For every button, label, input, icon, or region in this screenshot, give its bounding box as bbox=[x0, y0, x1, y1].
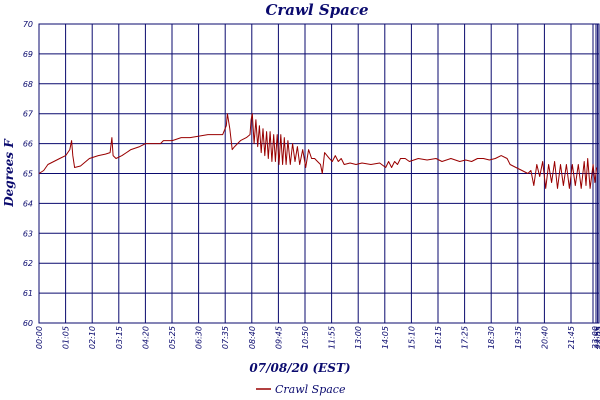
y-tick-label: 65 bbox=[23, 170, 33, 179]
x-tick-label: 23:05 bbox=[595, 326, 600, 349]
x-tick-label: 08:40 bbox=[248, 326, 257, 349]
x-tick-label: 19:35 bbox=[514, 326, 523, 349]
x-tick-label: 03:15 bbox=[115, 326, 124, 349]
x-tick-label: 09:45 bbox=[274, 326, 283, 349]
y-tick-label: 63 bbox=[23, 229, 33, 238]
x-axis-label: 07/08/20 (EST) bbox=[249, 361, 350, 375]
y-tick-label: 66 bbox=[23, 140, 33, 149]
y-gridlines bbox=[39, 23, 599, 324]
y-tick-labels: 60 61 62 63 64 65 66 67 68 69 70 bbox=[23, 20, 34, 328]
x-tick-label: 00:00 bbox=[35, 326, 44, 349]
y-tick-label: 64 bbox=[23, 199, 33, 208]
series-line-crawl-space bbox=[38, 113, 598, 189]
y-tick-label: 61 bbox=[23, 289, 33, 298]
x-tick-label: 22:55 bbox=[594, 326, 600, 349]
y-axis-label: Degrees F bbox=[2, 138, 16, 208]
x-tick-label: 11:55 bbox=[328, 326, 337, 349]
x-tick-label: 18:30 bbox=[487, 326, 496, 349]
x-tick-label: 21:45 bbox=[567, 326, 576, 349]
x-tick-label: 10:50 bbox=[301, 326, 310, 349]
x-tick-label: 04:20 bbox=[141, 326, 150, 349]
y-tick-label: 68 bbox=[23, 80, 33, 89]
x-tick-label: 06:30 bbox=[195, 326, 204, 349]
legend-label: Crawl Space bbox=[275, 383, 346, 396]
x-tick-labels: 00:00 01:05 02:10 03:15 04:20 05:25 06:30 07:35… bbox=[35, 326, 600, 349]
y-tick-label: 67 bbox=[23, 110, 34, 119]
x-tick-label: 13:00 bbox=[354, 326, 363, 349]
legend: Crawl Space bbox=[256, 383, 346, 396]
y-tick-label: 60 bbox=[23, 319, 33, 328]
chart-title: Crawl Space bbox=[265, 1, 368, 19]
y-tick-label: 62 bbox=[23, 259, 33, 268]
x-tick-label: 15:10 bbox=[407, 326, 416, 349]
y-tick-label: 69 bbox=[23, 50, 33, 59]
x-tick-label: 05:25 bbox=[168, 326, 177, 349]
y-tick-label: 70 bbox=[23, 20, 33, 29]
x-tick-label: 16:15 bbox=[434, 326, 443, 349]
x-tick-label: 14:05 bbox=[381, 326, 390, 349]
series-group bbox=[38, 113, 598, 189]
x-tick-label: 07:35 bbox=[221, 326, 230, 349]
x-tick-label: 20:40 bbox=[540, 326, 549, 349]
x-tick-label: 01:05 bbox=[62, 326, 71, 349]
x-tick-label: 23:00 bbox=[591, 326, 600, 349]
x-tick-label: 02:10 bbox=[88, 326, 97, 349]
x-tick-label: 17:25 bbox=[461, 326, 470, 349]
x-gridlines bbox=[65, 24, 599, 323]
